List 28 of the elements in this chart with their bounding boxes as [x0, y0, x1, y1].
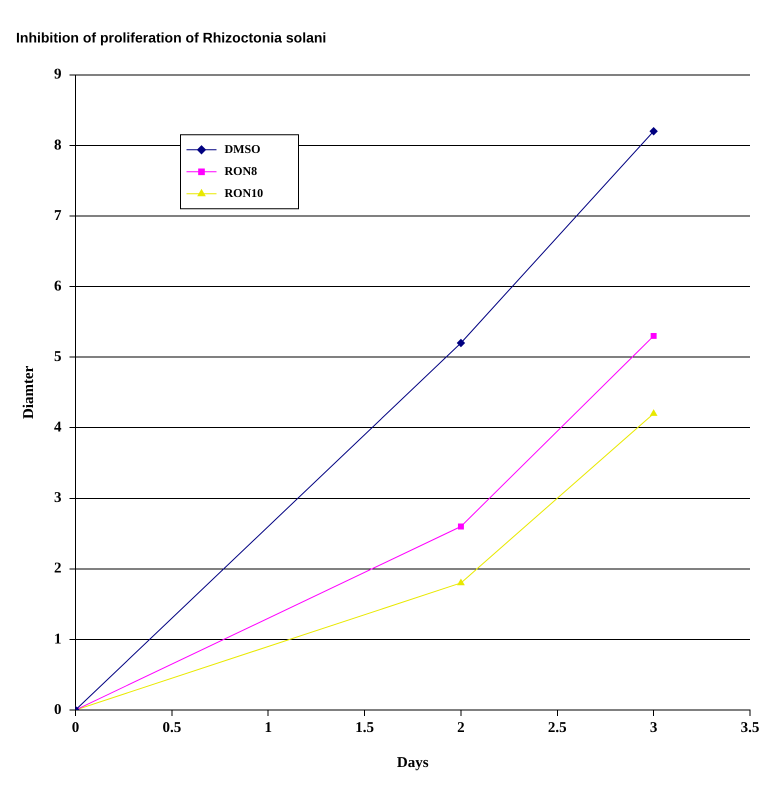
y-tick-label: 3 — [54, 490, 62, 506]
chart-title: Inhibition of proliferation of Rhizoctonia solani — [16, 29, 326, 46]
point — [456, 338, 465, 347]
y-tick-label: 8 — [54, 137, 62, 154]
x-tick-label: 1.5 — [355, 720, 374, 736]
y-tick-label: 0 — [54, 702, 62, 718]
legend-label: DMSO — [224, 142, 260, 156]
x-tick-label: 2 — [457, 720, 465, 736]
x-tick-label: 2.5 — [548, 720, 567, 736]
y-axis-title: Diamter — [20, 365, 37, 420]
legend-label: RON10 — [224, 186, 264, 200]
x-tick-label: 1 — [264, 720, 272, 736]
y-tick-label: 1 — [54, 631, 62, 648]
x-tick-label: 3 — [650, 720, 658, 736]
x-tick-label: 0 — [72, 720, 80, 736]
y-tick-label: 7 — [54, 208, 62, 224]
point — [650, 127, 658, 136]
point — [458, 524, 464, 530]
y-tick-label: 4 — [54, 420, 62, 436]
y-tick-label: 5 — [54, 348, 62, 365]
x-tick-label: 0.5 — [162, 720, 182, 736]
y-tick-label: 9 — [54, 66, 62, 83]
legend-label: RON8 — [224, 164, 258, 178]
x-tick-label: 3.5 — [740, 720, 760, 736]
x-axis-title: Days — [396, 754, 429, 771]
y-tick-label: 2 — [54, 560, 62, 577]
y-tick-label: 6 — [54, 278, 62, 294]
point — [650, 332, 657, 339]
